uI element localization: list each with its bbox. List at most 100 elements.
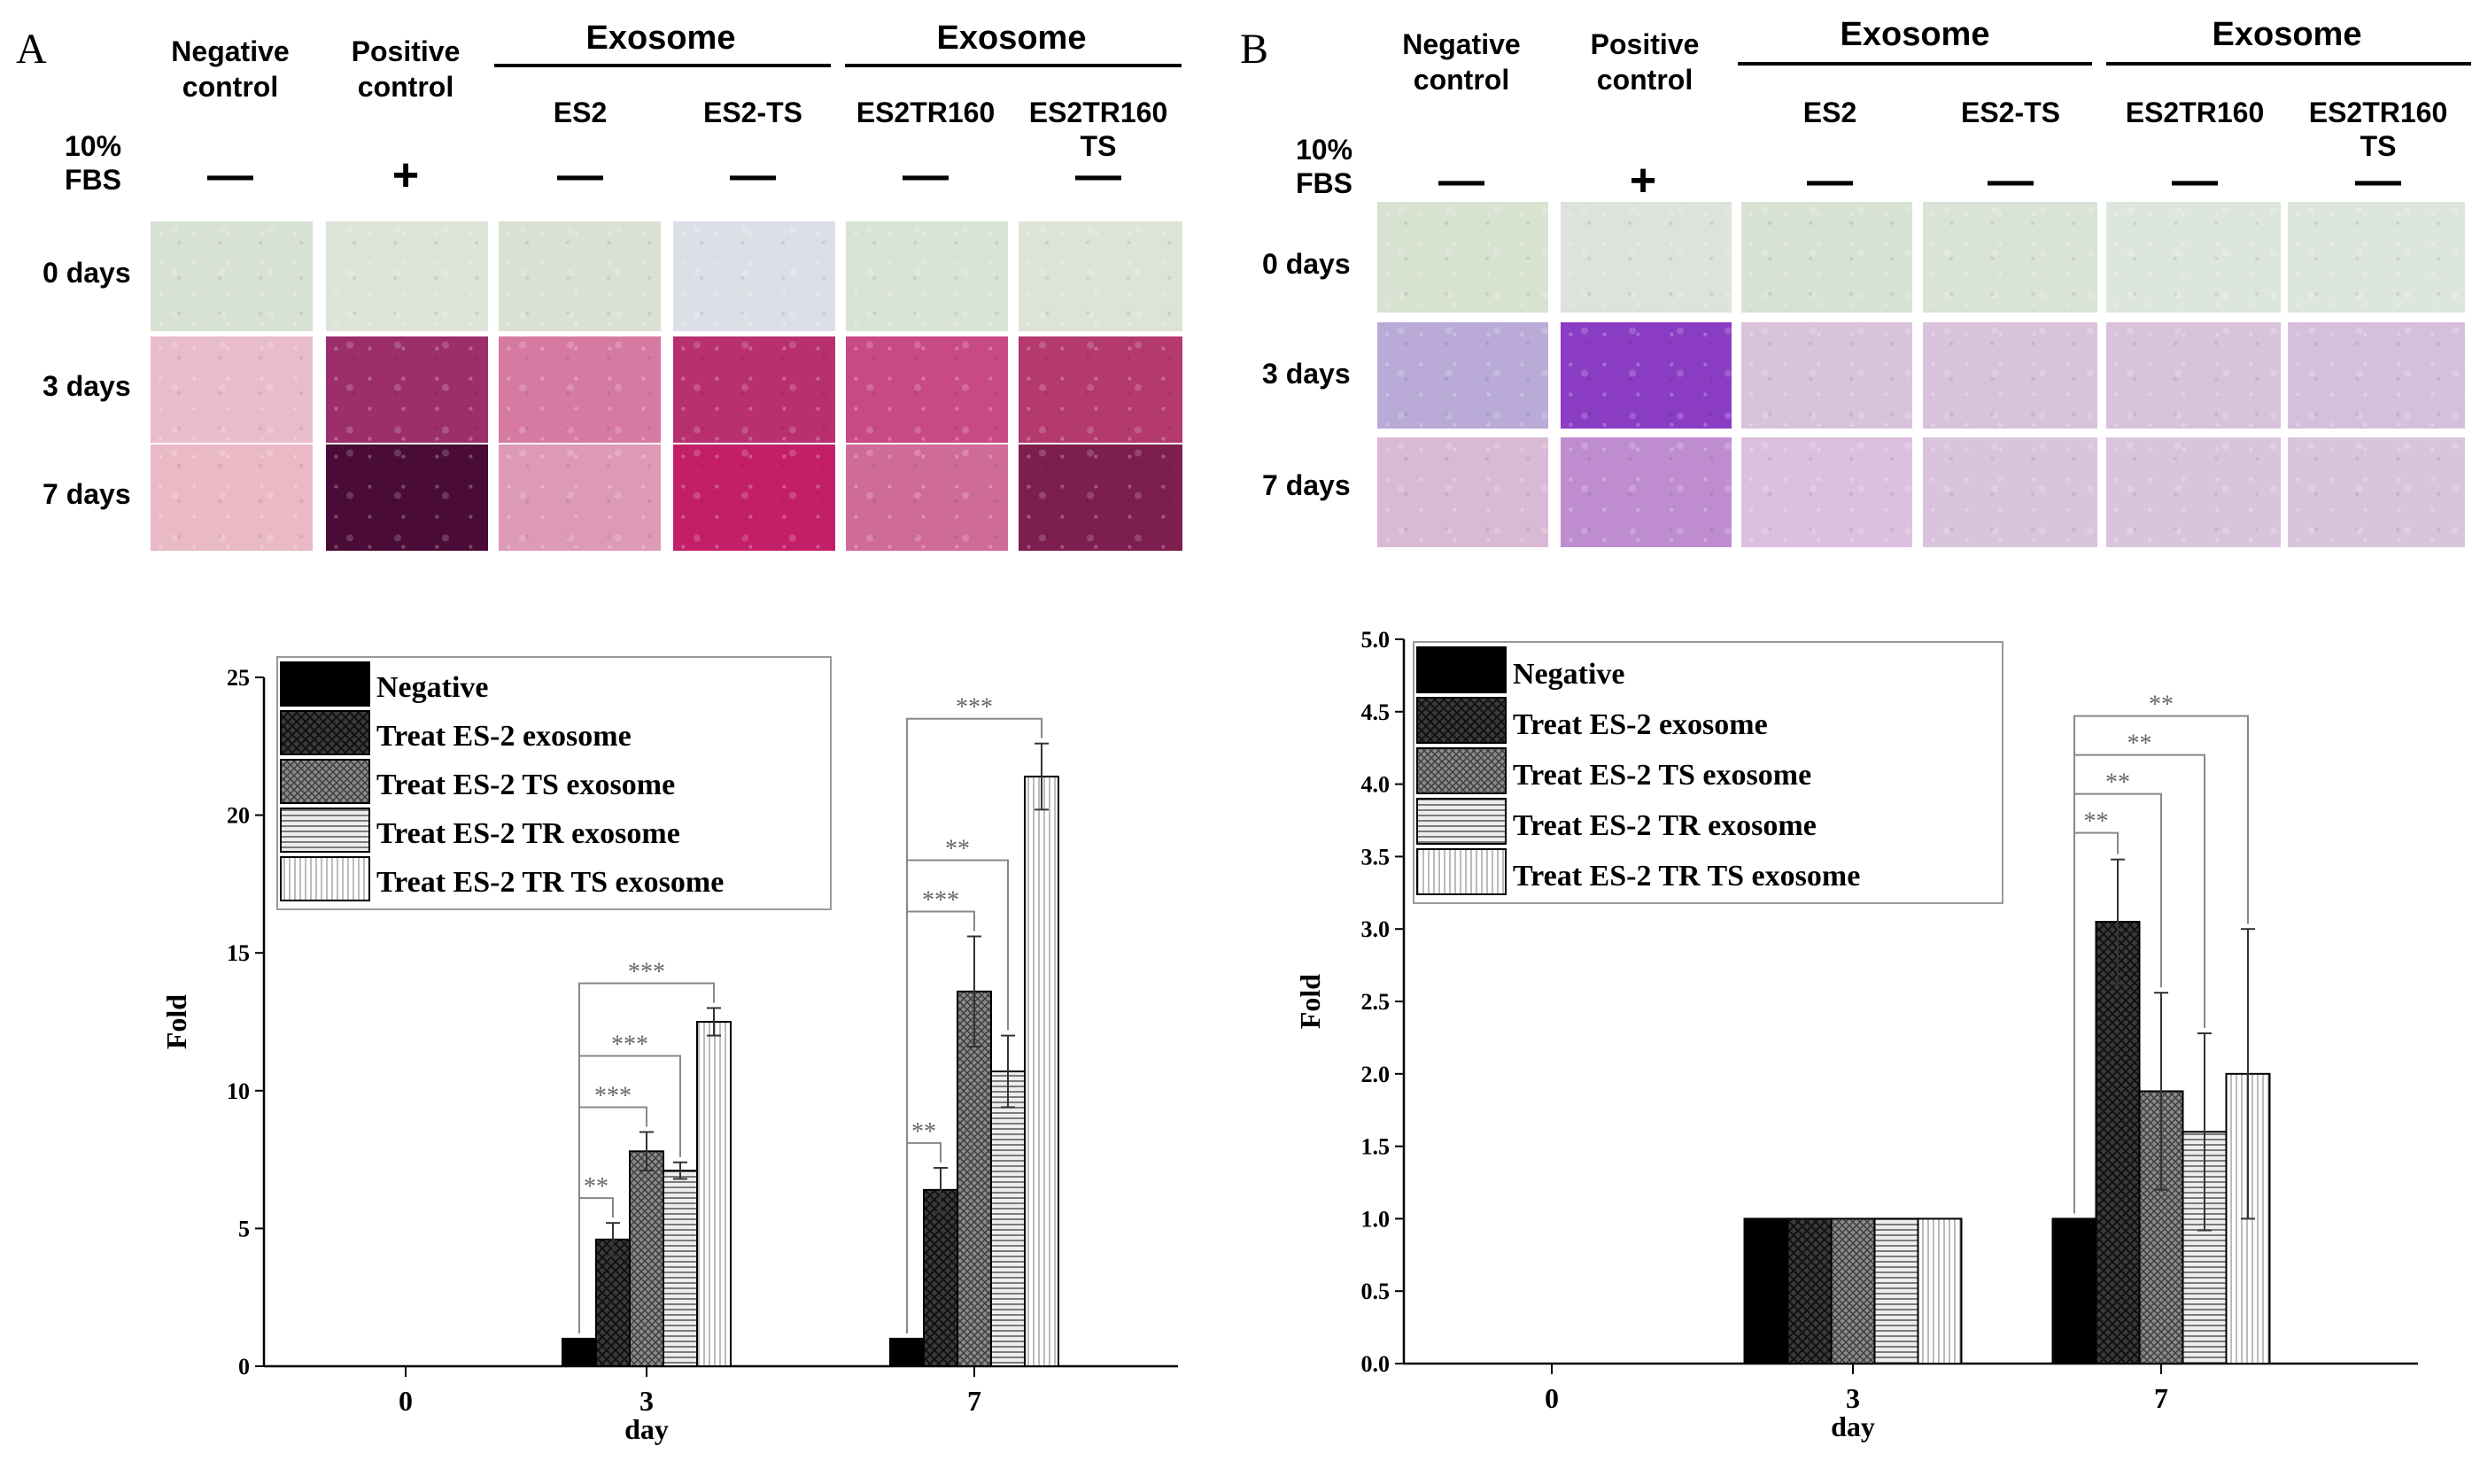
es2tr160ts-header: ES2TR160 TS: [1028, 97, 1168, 162]
y-tick-label: 5: [238, 1216, 250, 1241]
micrograph-tile: [846, 444, 1008, 551]
significance-label: ***: [594, 1082, 632, 1109]
fbs-sign: +: [1629, 155, 1657, 206]
legend-swatch: [280, 661, 370, 707]
micrograph-tile: [673, 221, 835, 331]
y-tick-label: 3.0: [1361, 916, 1391, 942]
y-axis-label: Fold: [1294, 974, 1326, 1029]
significance-label: **: [911, 1118, 936, 1146]
y-tick-label: 10: [227, 1078, 250, 1104]
y-tick-label: 2.0: [1361, 1062, 1391, 1087]
fbs-sign: —: [2172, 155, 2218, 206]
x-tick-label: 0: [399, 1385, 413, 1417]
group-divider: [494, 64, 831, 67]
bar: [595, 1238, 631, 1368]
bar: [923, 1188, 958, 1368]
positive-control-header: Positive control: [1590, 28, 1700, 96]
es2-header: ES2: [553, 97, 608, 128]
micrograph-tile: [499, 221, 661, 331]
significance-label: ***: [956, 694, 993, 722]
fbs-label: 10% FBS: [1295, 134, 1353, 199]
fbs-sign: —: [207, 150, 253, 201]
bar: [2051, 1217, 2097, 1365]
significance-label: ***: [628, 958, 665, 985]
fbs-sign: +: [391, 150, 420, 201]
micrograph-tile: [1377, 437, 1548, 547]
legend-swatch: [280, 759, 370, 804]
legend-label: Treat ES-2 TR TS exosome: [1513, 860, 1860, 893]
bar: [957, 990, 992, 1367]
legend-label: Negative: [376, 671, 489, 704]
bar: [1830, 1217, 1876, 1365]
positive-control-header: Positive control: [351, 35, 461, 103]
bar: [1786, 1217, 1833, 1365]
y-tick-label: 3.5: [1361, 844, 1391, 870]
micrograph-tile: [1741, 202, 1912, 313]
y-axis-label: Fold: [160, 994, 192, 1049]
micrograph-tile: [1923, 322, 2097, 429]
y-tick-label: 2.5: [1361, 989, 1391, 1015]
micrograph-tile: [673, 336, 835, 443]
micrograph-tile: [499, 444, 661, 551]
bar: [1917, 1217, 1963, 1365]
panel-letter: B: [1240, 26, 1269, 73]
es2tr160-header: ES2TR160: [856, 97, 996, 128]
row-label-0-days: 0 days: [1262, 248, 1351, 280]
y-tick-label: 1.0: [1361, 1206, 1391, 1232]
x-tick-label: 3: [1846, 1382, 1860, 1414]
y-tick-label: 1.5: [1361, 1134, 1391, 1160]
bar: [629, 1150, 664, 1368]
fbs-sign: —: [1807, 155, 1853, 206]
fbs-sign: —: [1988, 155, 2034, 206]
bar-chart: 0.0 0.5 1.0 1.5 2.0 2.5 3.0 3.5 4.0 4.5 5.0 Fold 0 3 7…: [1294, 627, 2418, 1442]
negative-control-header: Negative control: [1402, 28, 1521, 96]
micrograph-tile: [2106, 322, 2281, 429]
legend-label: Treat ES-2 exosome: [1513, 708, 1768, 741]
fbs-label: 10% FBS: [64, 130, 122, 196]
y-tick-label: 4.0: [1361, 772, 1391, 798]
legend-label: Treat ES-2 TS exosome: [1513, 759, 1811, 792]
row-label-7-days: 7 days: [43, 478, 131, 510]
y-tick-label: 4.5: [1361, 699, 1391, 725]
micrograph-tile: [499, 336, 661, 443]
legend-box: [1413, 641, 2003, 904]
significance-bracket: [2073, 715, 2249, 1214]
significance-bracket: [906, 717, 1042, 1333]
bar: [1024, 776, 1059, 1367]
row-label-3-days: 3 days: [43, 370, 131, 402]
panel-a: A Negative control Positive control Exos…: [16, 19, 1182, 1445]
micrograph-tile: [326, 221, 488, 331]
significance-label: ***: [922, 887, 959, 915]
micrograph-tile: [846, 221, 1008, 331]
es2-ts-header: ES2-TS: [702, 97, 803, 128]
panel-letter: A: [16, 26, 47, 73]
row-label-7-days: 7 days: [1262, 469, 1351, 501]
micrograph-tile: [2288, 202, 2465, 313]
micrograph-tile: [1923, 437, 2097, 547]
es2tr160ts-header: ES2TR160 TS: [2308, 97, 2448, 162]
fbs-sign: —: [903, 150, 949, 201]
negative-control-header: Negative control: [171, 35, 290, 103]
micrograph-tile: [1019, 444, 1182, 551]
row-label-3-days: 3 days: [1262, 358, 1351, 390]
legend-swatch: [1416, 646, 1507, 693]
significance-label: **: [2105, 769, 2130, 797]
y-tick-label: 0: [238, 1354, 250, 1380]
legend-label: Negative: [1513, 658, 1625, 691]
significance-label: ***: [611, 1031, 648, 1058]
x-axis-label: day: [1831, 1411, 1875, 1442]
legend-swatch: [1416, 798, 1507, 845]
micrograph-tile: [151, 444, 313, 551]
bar: [562, 1337, 597, 1368]
group-divider: [845, 64, 1182, 67]
legend-swatch: [1416, 747, 1507, 794]
micrograph-tile: [2106, 437, 2281, 547]
y-tick-label: 20: [227, 803, 250, 829]
es2tr160-header: ES2TR160: [2125, 97, 2265, 128]
micrograph-tile: [1561, 322, 1732, 429]
micrograph-tile: [1377, 322, 1548, 429]
legend-label: Treat ES-2 TR TS exosome: [376, 866, 724, 899]
x-axis-label: day: [624, 1413, 669, 1445]
legend-label: Treat ES-2 exosome: [376, 720, 632, 753]
